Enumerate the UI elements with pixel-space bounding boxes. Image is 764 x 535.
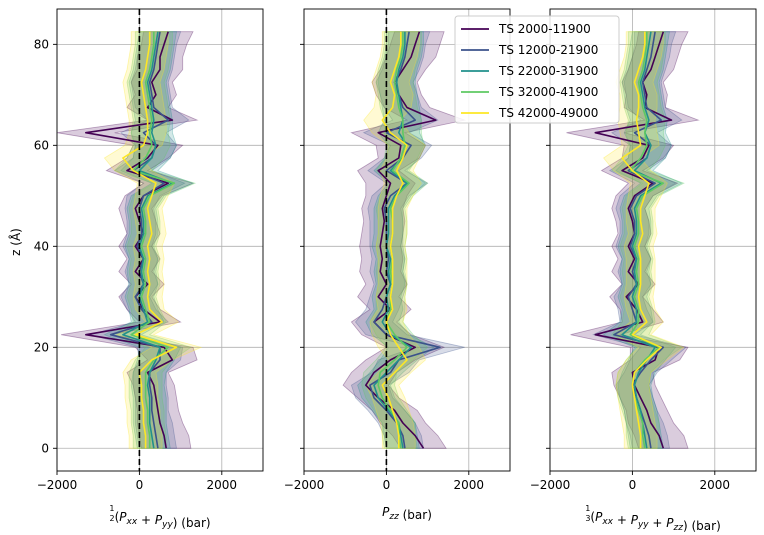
y-axis-label: z (Å)	[8, 228, 23, 256]
series-line-5	[122, 31, 178, 449]
legend-label-1: TS 2000-11900	[498, 22, 591, 36]
series-line-1	[364, 31, 437, 449]
x-axis-label: 1 2(Pxx + Pyy) (bar)	[109, 504, 210, 530]
x-tick-label: −2000	[37, 478, 78, 492]
y-tick-label: 40	[34, 239, 49, 253]
x-axis-label: 1 3(Pxx + Pyy + Pzz) (bar)	[585, 504, 721, 533]
legend-box	[454, 15, 620, 124]
legend: TS 2000-11900 TS 12000-21900 TS 22000-3190…	[454, 15, 620, 124]
series-line-5	[381, 31, 408, 449]
series-band-1	[57, 31, 199, 449]
series-line-4	[130, 31, 176, 449]
x-tick-label: −2000	[530, 478, 571, 492]
series-band-2	[592, 31, 687, 449]
plot-area	[566, 31, 700, 449]
series-band-2	[350, 31, 465, 449]
plot-area	[57, 9, 203, 471]
y-tick-label: 0	[41, 441, 49, 455]
series-band-5	[103, 31, 203, 449]
series-line-3	[122, 31, 174, 449]
series-band-1	[342, 31, 467, 449]
x-tick-label: 0	[383, 478, 391, 492]
series-band-4	[111, 31, 197, 449]
series-line-5	[621, 31, 663, 449]
x-tick-label: 0	[136, 478, 144, 492]
plot-area	[342, 9, 467, 471]
series-line-3	[373, 31, 412, 449]
series-band-5	[603, 31, 685, 449]
x-tick-label: 2000	[454, 478, 485, 492]
series-band-5	[363, 31, 427, 449]
y-tick-label: 20	[34, 340, 49, 354]
legend-label-3: TS 22000-31900	[498, 64, 598, 78]
y-tick-label: 60	[34, 138, 49, 152]
panel-3: −2000 0 2000 1 3(Pxx + Pyy + Pzz) (bar)	[530, 8, 757, 533]
axes-frame	[549, 8, 757, 472]
legend-label-5: TS 42000-49000	[498, 106, 598, 120]
x-tick-label: 2000	[700, 478, 731, 492]
legend-label-4: TS 32000-41900	[498, 85, 598, 99]
axes-frame	[56, 8, 264, 472]
series-line-3	[621, 31, 663, 449]
series-band-3	[602, 31, 683, 449]
x-tick-label: 2000	[207, 478, 238, 492]
axes-frame	[303, 8, 511, 472]
panel-2: −2000 0 2000 Pzz (bar)	[284, 8, 511, 522]
x-axis-label: Pzz (bar)	[382, 505, 432, 522]
legend-label-2: TS 12000-21900	[498, 43, 598, 57]
y-tick-label: 80	[34, 37, 49, 51]
series-band-4	[611, 31, 685, 449]
x-tick-label: −2000	[284, 478, 325, 492]
x-tick-label: 0	[629, 478, 637, 492]
series-band-4	[361, 31, 429, 449]
panel-1: −2000 0 2000 0 20 40 60 80 1 2(Pxx + Pyy) (bar)	[34, 8, 264, 530]
